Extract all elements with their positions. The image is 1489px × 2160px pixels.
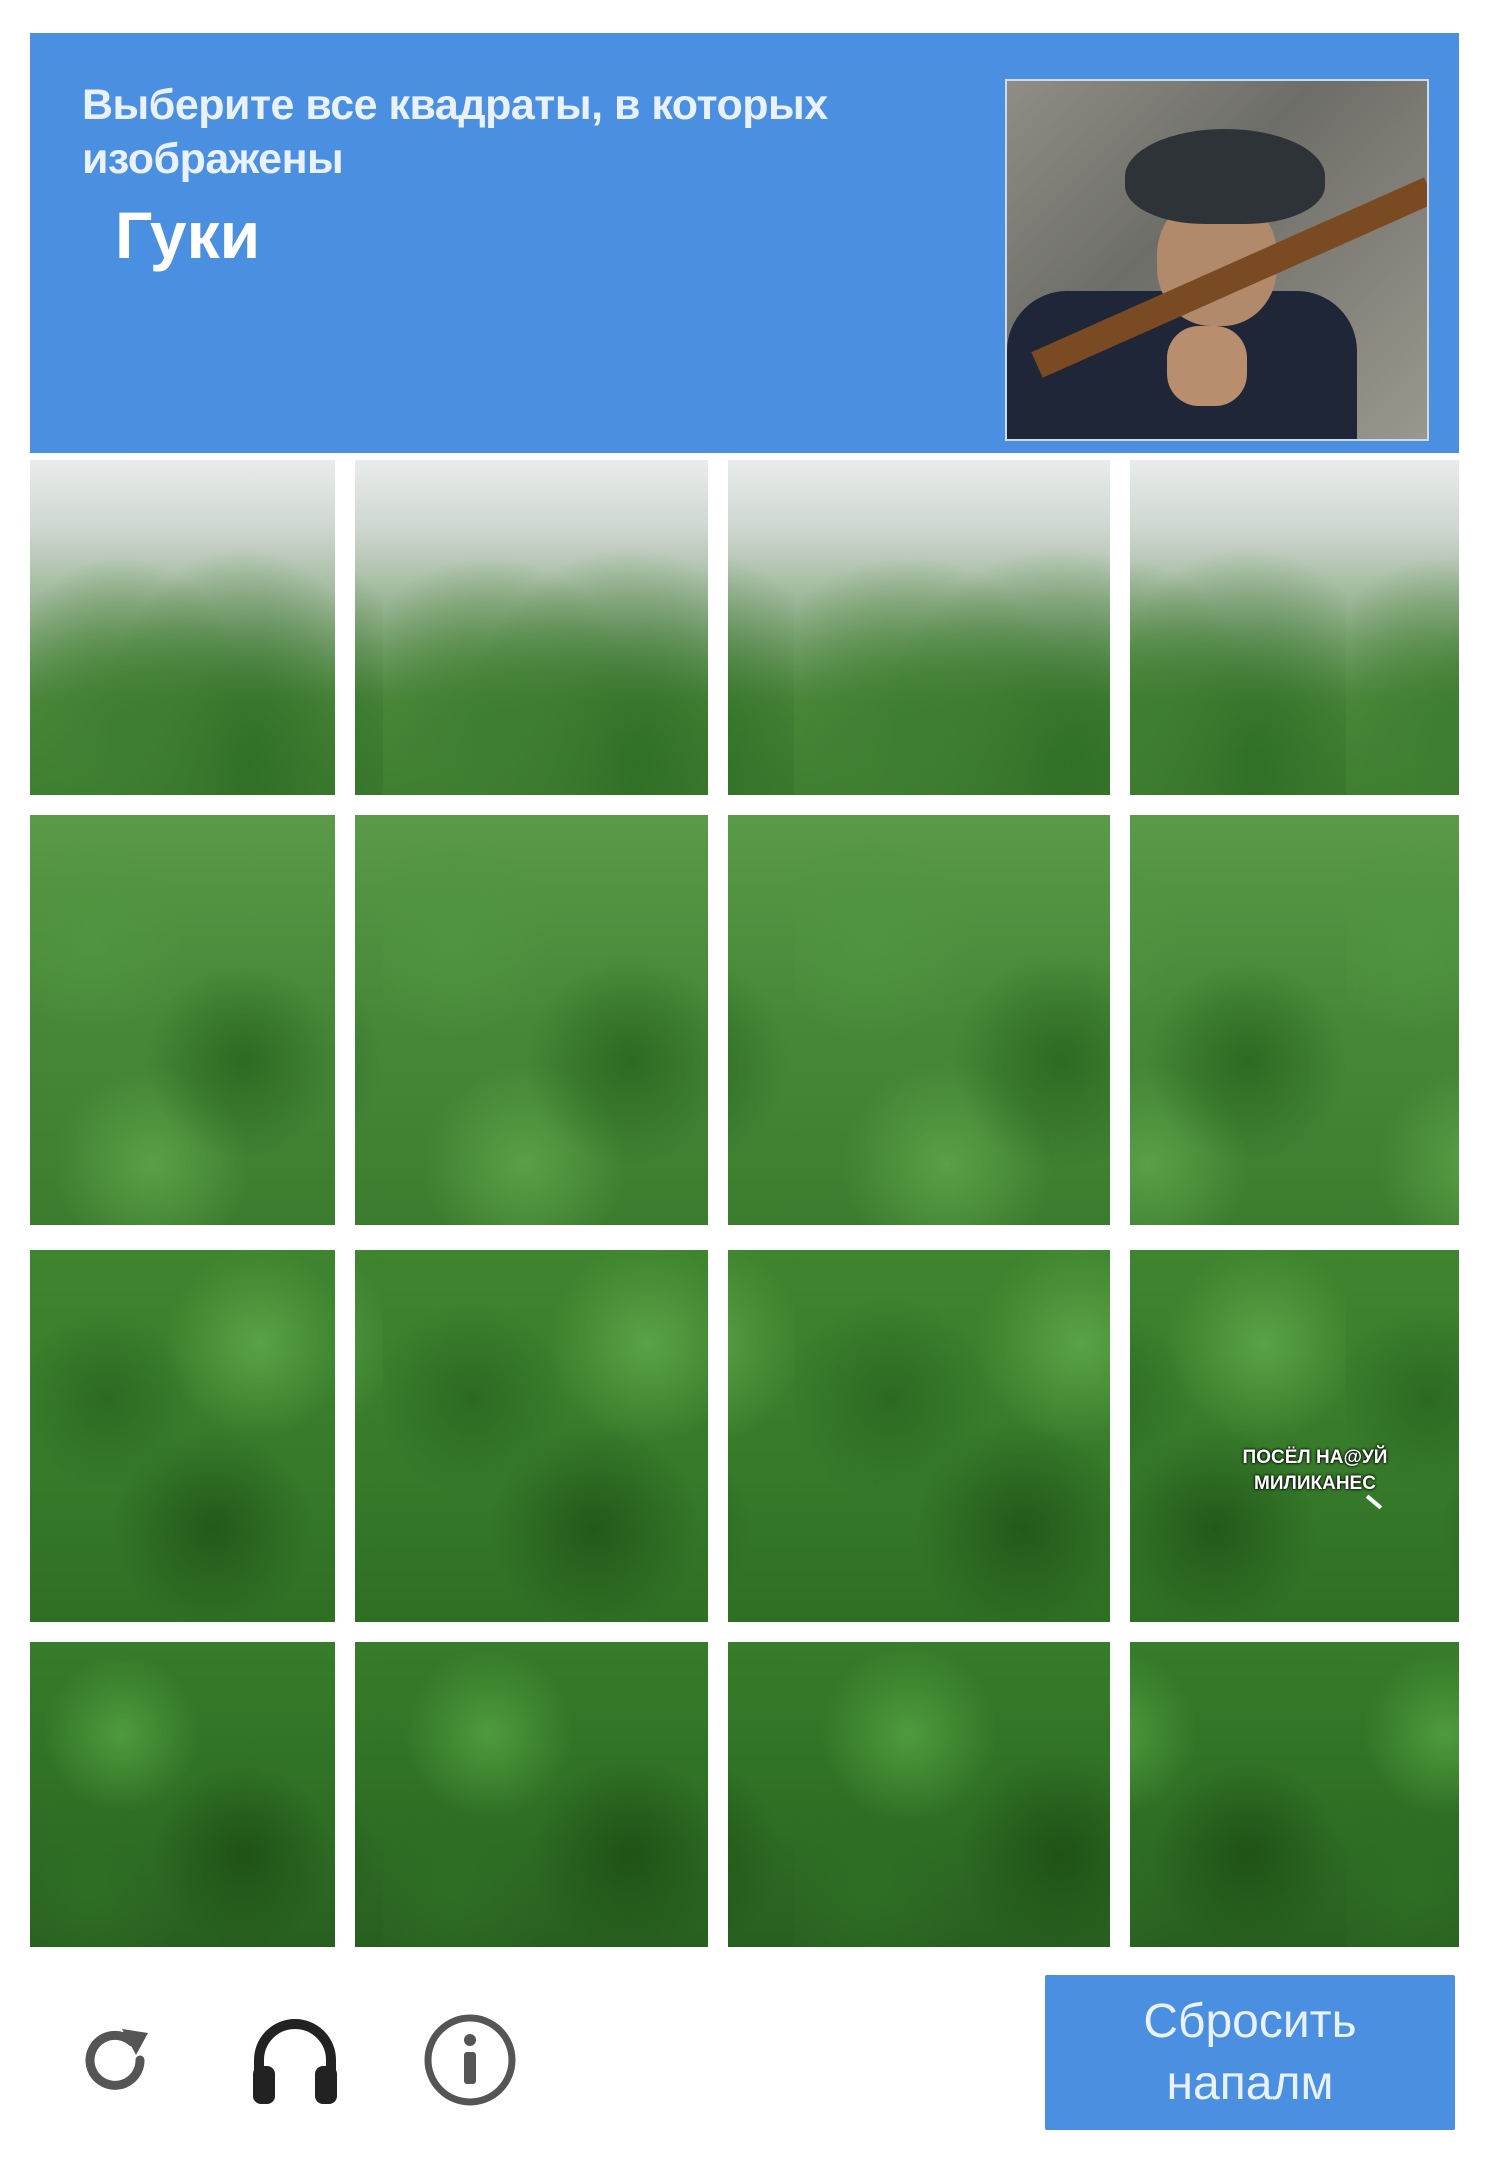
watermark-caption: ПОСЁЛ НА@УЙ МИЛИКАНЕС: [1195, 1445, 1435, 1497]
grid-tile-r1-c4[interactable]: [1130, 460, 1459, 795]
caption-line-2: МИЛИКАНЕС: [1254, 1473, 1376, 1494]
image-grid: [30, 460, 1459, 1955]
target-label: Гуки: [115, 198, 261, 272]
grid-tile-r3-c3[interactable]: [728, 1250, 1110, 1622]
caption-line-1: ПОСЁЛ НА@УЙ: [1242, 1447, 1388, 1468]
instruction-text: Выберите все квадраты, в которых изображ…: [82, 81, 828, 183]
headphones-icon[interactable]: [245, 2010, 345, 2110]
info-icon[interactable]: [420, 2010, 520, 2110]
grid-tile-r4-c2[interactable]: [355, 1642, 708, 1947]
sample-image: [1005, 79, 1429, 441]
verify-button-line-1: Сбросить: [1143, 1994, 1357, 2048]
grid-tile-r2-c1[interactable]: [30, 815, 335, 1225]
grid-tile-r1-c1[interactable]: [30, 460, 335, 795]
grid-tile-r1-c2[interactable]: [355, 460, 708, 795]
grid-tile-r2-c2[interactable]: [355, 815, 708, 1225]
verify-button-line-2: напалм: [1166, 2056, 1334, 2110]
grid-tile-r2-c4[interactable]: [1130, 815, 1459, 1225]
grid-tile-r4-c1[interactable]: [30, 1642, 335, 1947]
verify-button[interactable]: Сбросить напалм: [1045, 1975, 1455, 2130]
grid-tile-r1-c3[interactable]: [728, 460, 1110, 795]
grid-tile-r2-c3[interactable]: [728, 815, 1110, 1225]
reload-icon[interactable]: [65, 2010, 165, 2110]
grid-tile-r3-c1[interactable]: [30, 1250, 335, 1622]
grid-tile-r4-c3[interactable]: [728, 1642, 1110, 1947]
grid-tile-r3-c4[interactable]: [1130, 1250, 1459, 1622]
captcha-header: Выберите все квадраты, в которых изображ…: [30, 33, 1459, 453]
grid-tile-r3-c2[interactable]: [355, 1250, 708, 1622]
grid-tile-r4-c4[interactable]: [1130, 1642, 1459, 1947]
